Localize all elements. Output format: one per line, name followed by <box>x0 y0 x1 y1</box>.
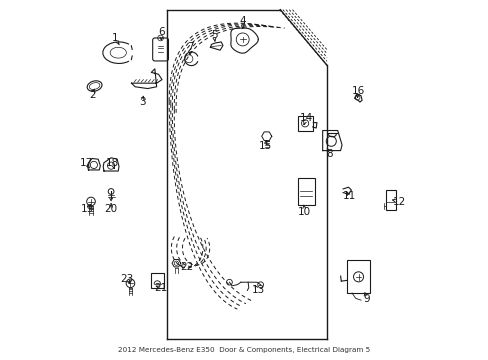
Text: 10: 10 <box>298 207 311 217</box>
Text: 17: 17 <box>79 158 92 168</box>
Text: 16: 16 <box>351 86 365 96</box>
Text: 14: 14 <box>299 113 312 123</box>
Text: 8: 8 <box>326 149 332 159</box>
Text: 23: 23 <box>120 274 133 284</box>
Text: 15: 15 <box>258 141 271 151</box>
Text: 13: 13 <box>251 285 264 296</box>
Text: 2: 2 <box>89 90 95 100</box>
Text: 3: 3 <box>139 97 145 107</box>
Text: 18: 18 <box>106 158 119 168</box>
Text: 19: 19 <box>81 204 94 215</box>
Text: 7: 7 <box>186 42 193 52</box>
Text: 12: 12 <box>392 197 405 207</box>
Text: 9: 9 <box>363 294 369 304</box>
Text: 5: 5 <box>210 30 217 40</box>
Text: 11: 11 <box>342 191 355 201</box>
Text: 4: 4 <box>239 17 245 27</box>
Text: 2012 Mercedes-Benz E350  Door & Components, Electrical Diagram 5: 2012 Mercedes-Benz E350 Door & Component… <box>118 347 370 353</box>
Text: 6: 6 <box>158 27 164 37</box>
Text: 21: 21 <box>154 283 167 293</box>
Text: 1: 1 <box>112 33 119 43</box>
Text: 20: 20 <box>104 204 118 215</box>
Text: 22: 22 <box>180 262 193 272</box>
